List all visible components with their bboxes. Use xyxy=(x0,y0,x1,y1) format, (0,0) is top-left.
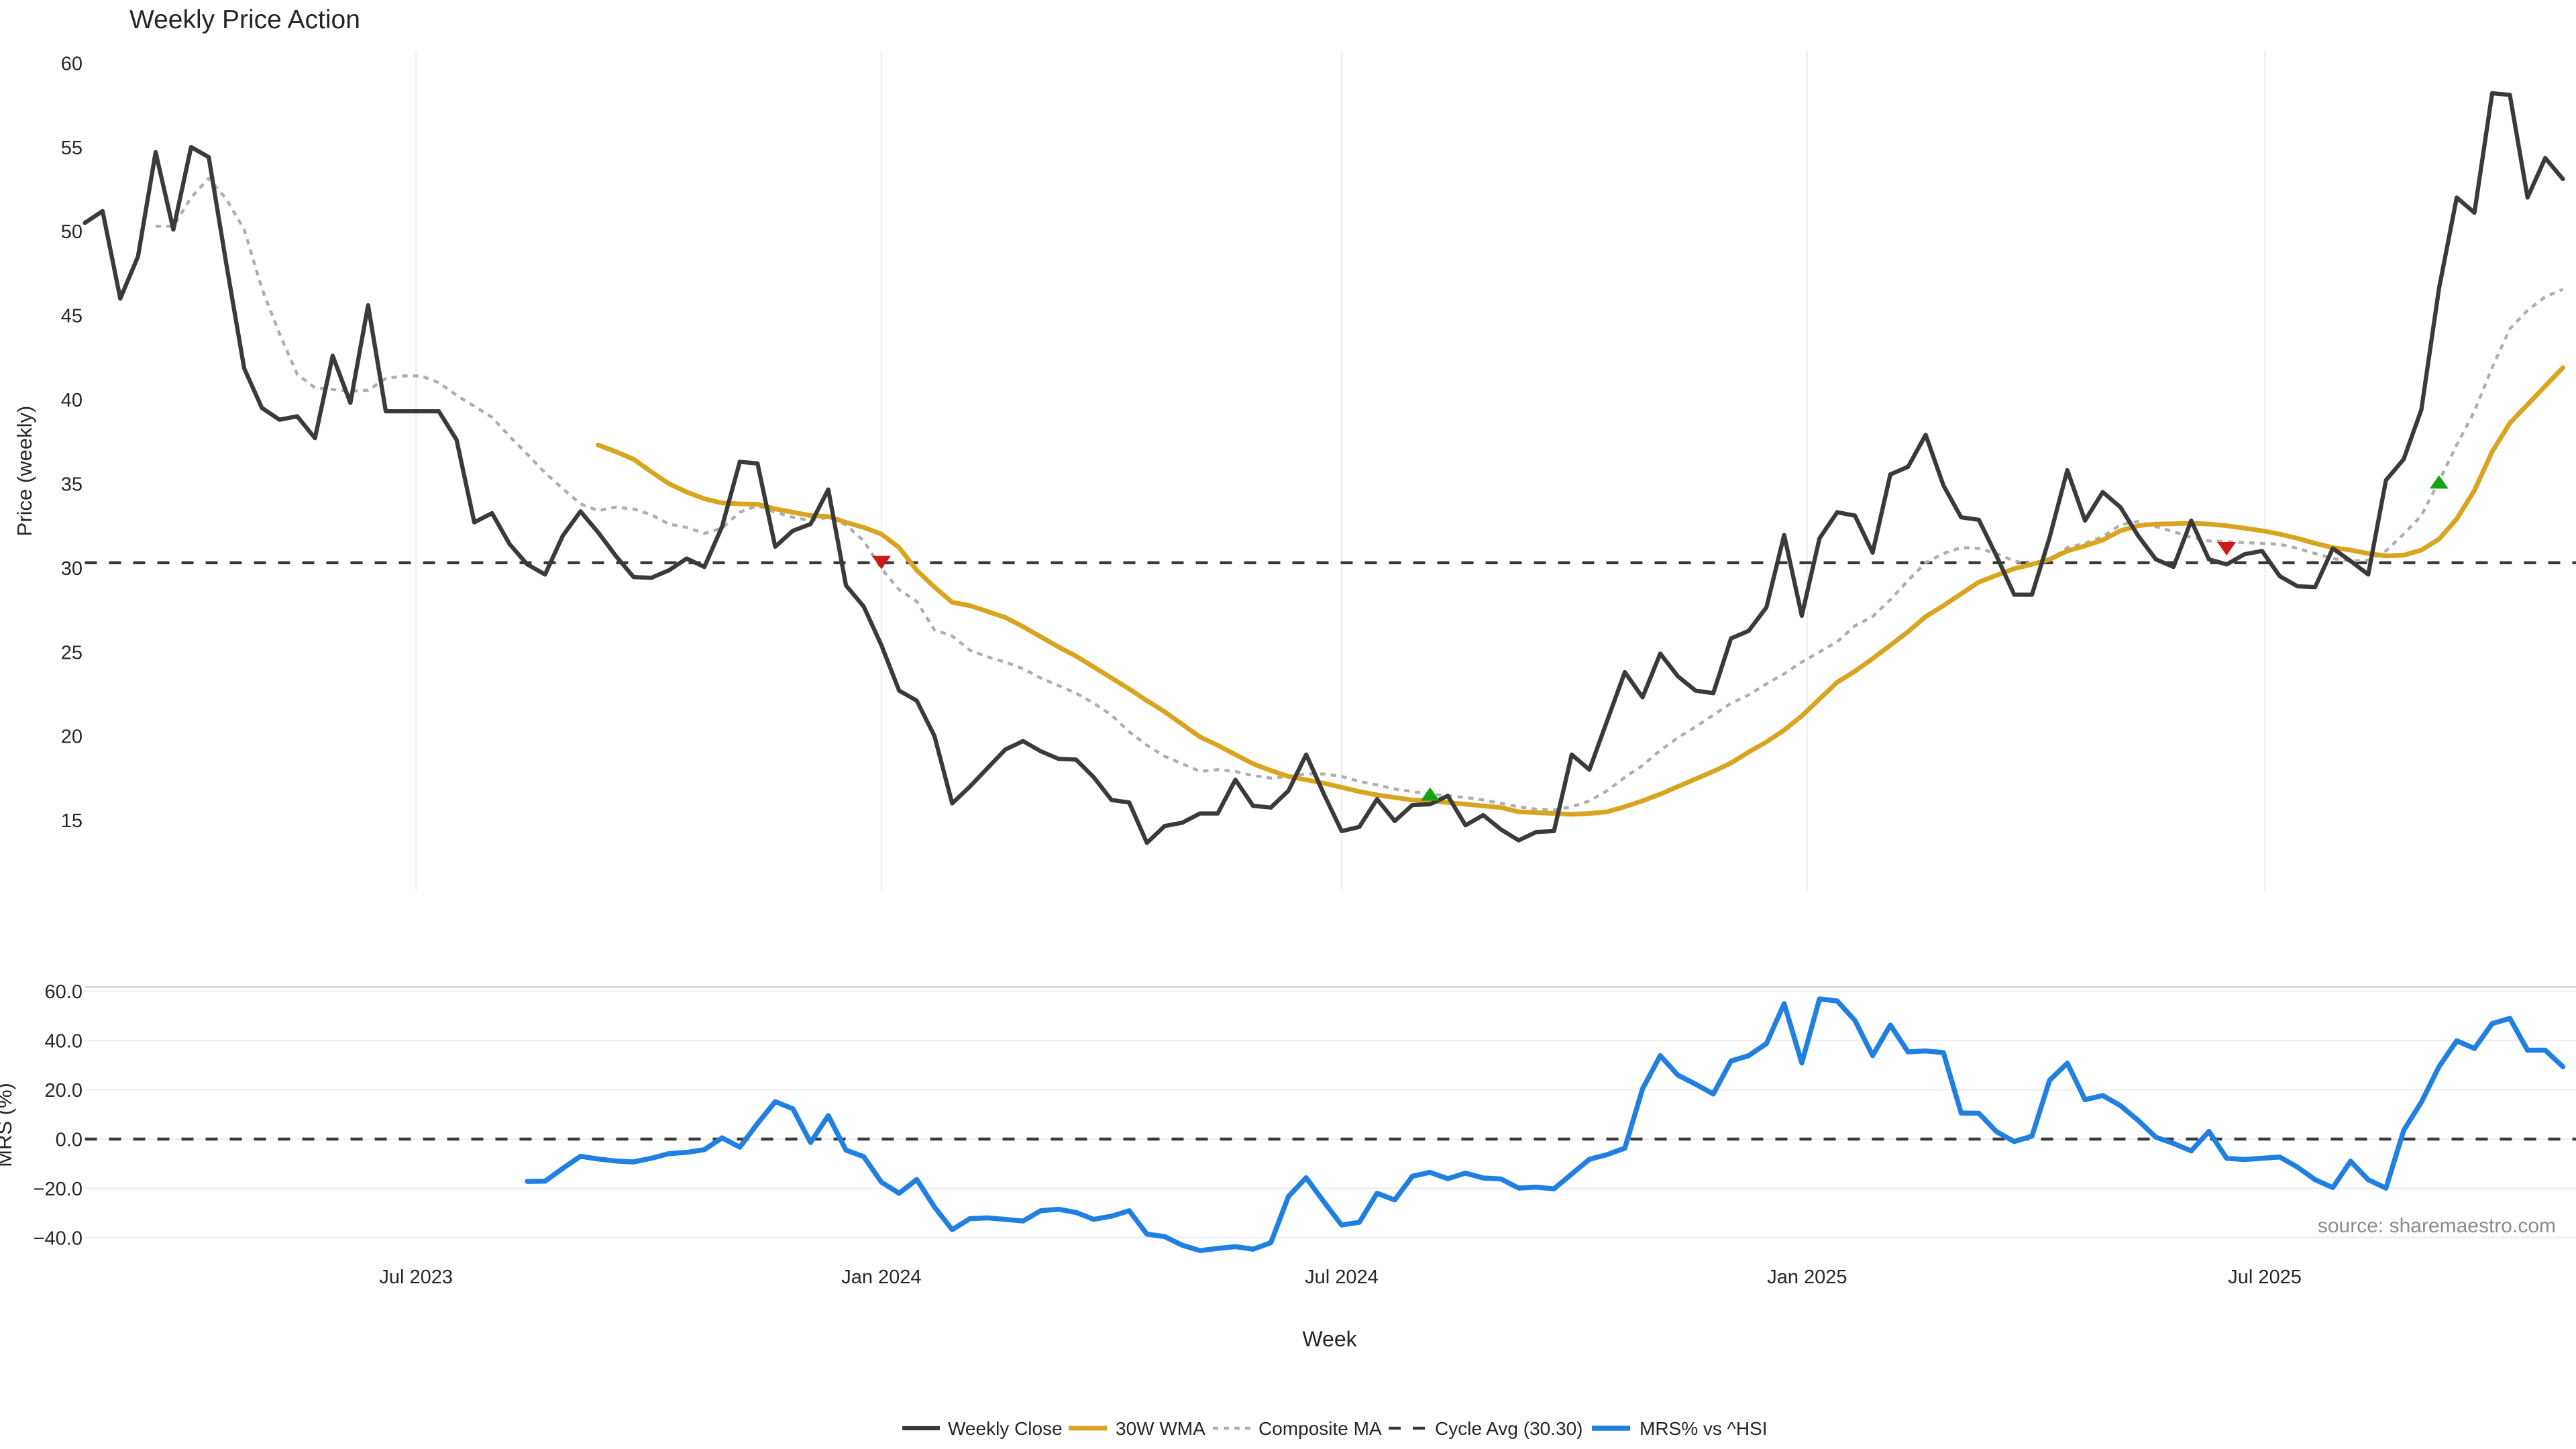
svg-text:20: 20 xyxy=(61,727,83,748)
svg-text:Cycle Avg (30.30): Cycle Avg (30.30) xyxy=(1435,1418,1583,1439)
svg-text:60.0: 60.0 xyxy=(45,981,83,1003)
svg-text:45: 45 xyxy=(61,306,83,327)
svg-text:40: 40 xyxy=(61,390,83,411)
svg-text:Jul 2023: Jul 2023 xyxy=(379,1267,453,1288)
svg-text:50: 50 xyxy=(61,221,83,243)
svg-text:Jan 2025: Jan 2025 xyxy=(1767,1267,1847,1288)
svg-text:source: sharemaestro.com: source: sharemaestro.com xyxy=(2318,1215,2556,1237)
svg-text:Jul 2025: Jul 2025 xyxy=(2228,1267,2302,1288)
svg-text:Weekly Price Action: Weekly Price Action xyxy=(129,5,360,34)
svg-text:25: 25 xyxy=(61,642,83,663)
svg-text:0.0: 0.0 xyxy=(56,1130,83,1151)
svg-text:−40.0: −40.0 xyxy=(34,1228,83,1249)
svg-text:MRS% vs ^HSI: MRS% vs ^HSI xyxy=(1640,1418,1768,1439)
svg-text:−20.0: −20.0 xyxy=(34,1179,83,1200)
svg-text:15: 15 xyxy=(61,810,83,832)
svg-text:MRS (%): MRS (%) xyxy=(0,1083,16,1167)
svg-text:35: 35 xyxy=(61,474,83,496)
svg-text:40.0: 40.0 xyxy=(45,1031,83,1053)
svg-text:60: 60 xyxy=(61,53,83,74)
svg-text:Week: Week xyxy=(1302,1327,1357,1351)
svg-text:Jul 2024: Jul 2024 xyxy=(1305,1267,1379,1288)
svg-text:30W WMA: 30W WMA xyxy=(1116,1418,1205,1439)
svg-text:20.0: 20.0 xyxy=(45,1080,83,1102)
svg-text:30: 30 xyxy=(61,558,83,580)
svg-text:Composite MA: Composite MA xyxy=(1258,1418,1382,1439)
svg-text:55: 55 xyxy=(61,138,83,159)
svg-text:Jan 2024: Jan 2024 xyxy=(841,1267,921,1288)
svg-text:Weekly Close: Weekly Close xyxy=(948,1418,1063,1439)
svg-text:Price (weekly): Price (weekly) xyxy=(13,406,36,537)
